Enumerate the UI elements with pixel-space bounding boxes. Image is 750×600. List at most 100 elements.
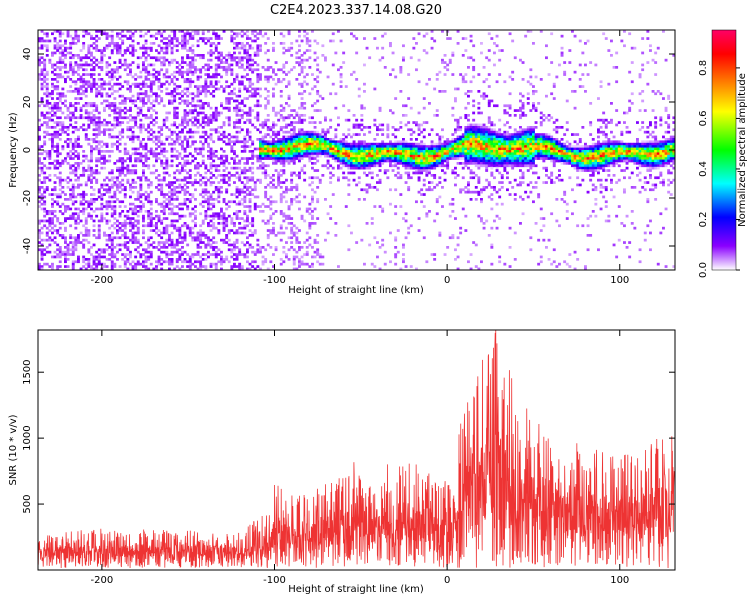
heat-cell bbox=[233, 32, 236, 36]
heat-cell bbox=[204, 73, 208, 76]
heat-cell bbox=[342, 147, 346, 151]
heat-cell bbox=[311, 104, 314, 108]
heat-cell bbox=[355, 123, 359, 127]
heat-cell bbox=[126, 150, 130, 153]
heat-cell bbox=[404, 104, 408, 108]
heat-cell bbox=[376, 145, 379, 148]
heat-cell bbox=[363, 142, 366, 146]
heat-cell bbox=[170, 130, 174, 134]
heat-cell bbox=[162, 123, 166, 127]
heat-cell bbox=[48, 217, 52, 220]
heat-cell bbox=[175, 106, 179, 110]
heat-cell bbox=[97, 121, 101, 124]
heat-cell bbox=[147, 109, 151, 112]
heat-cell bbox=[363, 37, 366, 40]
heat-cell bbox=[134, 210, 138, 213]
heat-cell bbox=[134, 159, 138, 163]
heat-cell bbox=[300, 54, 304, 57]
heat-cell bbox=[181, 207, 184, 211]
heat-cell bbox=[285, 138, 288, 141]
heat-cell bbox=[334, 222, 338, 225]
heat-cell bbox=[222, 222, 226, 225]
heat-cell bbox=[311, 157, 314, 160]
heat-cell bbox=[217, 114, 221, 117]
heat-cell bbox=[90, 102, 93, 105]
heat-cell bbox=[396, 229, 400, 232]
heat-cell bbox=[40, 85, 44, 88]
heat-cell bbox=[131, 51, 135, 55]
heat-cell bbox=[100, 61, 104, 64]
heat-cell bbox=[155, 267, 158, 270]
heat-cell bbox=[48, 94, 52, 98]
heat-cell bbox=[272, 186, 275, 189]
heat-cell bbox=[183, 154, 187, 158]
heat-cell bbox=[123, 193, 127, 196]
heat-cell bbox=[409, 150, 413, 153]
heat-cell bbox=[157, 32, 161, 36]
heat-cell bbox=[256, 248, 260, 252]
heat-cell bbox=[139, 200, 143, 204]
heat-cell bbox=[199, 111, 203, 115]
heat-cell bbox=[220, 238, 223, 242]
heat-cell bbox=[303, 154, 307, 158]
heat-cell bbox=[287, 114, 291, 117]
heat-cell bbox=[303, 262, 307, 266]
heat-cell bbox=[266, 66, 270, 69]
heat-cell bbox=[110, 265, 114, 268]
heat-cell bbox=[277, 145, 281, 148]
heat-cell bbox=[121, 188, 125, 192]
heat-cell bbox=[303, 171, 307, 175]
heat-cell bbox=[53, 87, 57, 91]
heat-cell bbox=[365, 150, 369, 153]
heat-cell bbox=[64, 260, 67, 264]
heat-cell bbox=[292, 224, 296, 228]
heat-cell bbox=[217, 73, 221, 76]
heat-cell bbox=[279, 104, 283, 108]
heat-cell bbox=[194, 104, 197, 108]
heat-cell bbox=[175, 39, 179, 43]
heat-cell bbox=[110, 145, 114, 148]
heat-cell bbox=[84, 87, 88, 91]
heat-cell bbox=[38, 222, 41, 225]
heat-cell bbox=[103, 234, 106, 237]
heat-cell bbox=[56, 166, 60, 170]
heat-cell bbox=[227, 54, 231, 57]
heat-cell bbox=[347, 171, 351, 175]
heat-cell bbox=[248, 78, 252, 81]
heat-cell bbox=[178, 70, 182, 74]
heat-cell bbox=[178, 236, 182, 240]
heat-cell bbox=[279, 80, 283, 84]
heat-cell bbox=[373, 159, 377, 163]
heat-cell bbox=[274, 210, 278, 213]
heat-cell bbox=[282, 34, 286, 38]
heat-cell bbox=[337, 68, 340, 72]
heat-cell bbox=[209, 37, 213, 40]
heat-cell bbox=[173, 44, 177, 48]
heat-cell bbox=[287, 70, 291, 74]
heat-cell bbox=[51, 133, 54, 136]
heat-cell bbox=[149, 34, 153, 38]
heat-cell bbox=[230, 135, 234, 139]
heat-cell bbox=[77, 212, 80, 216]
heat-cell bbox=[238, 262, 242, 266]
heat-cell bbox=[147, 212, 151, 216]
heat-cell bbox=[69, 164, 73, 168]
heat-cell bbox=[365, 159, 369, 163]
heat-cell bbox=[126, 258, 130, 261]
heat-cell bbox=[110, 135, 114, 139]
heat-cell bbox=[95, 258, 99, 261]
heat-cell bbox=[409, 162, 413, 165]
heat-cell bbox=[253, 34, 257, 38]
heat-cell bbox=[233, 87, 236, 91]
heat-cell bbox=[311, 116, 314, 120]
heat-cell bbox=[139, 123, 143, 127]
heat-cell bbox=[45, 238, 49, 242]
heat-cell bbox=[407, 231, 411, 235]
heat-cell bbox=[290, 229, 294, 232]
heat-cell bbox=[207, 30, 210, 33]
heat-cell bbox=[225, 54, 229, 57]
heat-cell bbox=[329, 154, 333, 158]
heat-cell bbox=[344, 145, 348, 148]
heat-cell bbox=[175, 138, 179, 141]
heat-cell bbox=[118, 106, 122, 110]
